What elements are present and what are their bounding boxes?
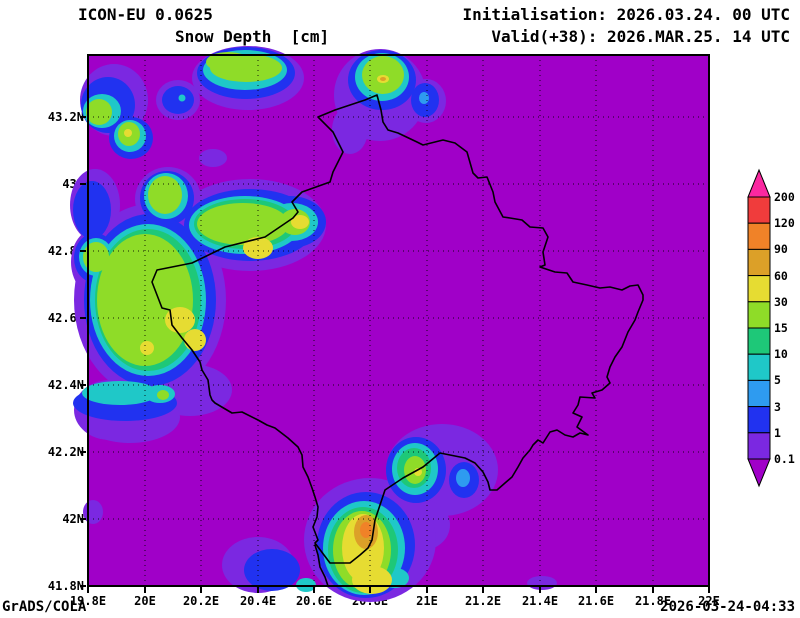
colorbar-segment bbox=[747, 432, 771, 460]
x-tick-label: 22E bbox=[698, 594, 720, 608]
plot-frame bbox=[87, 54, 710, 587]
colorbar-segment bbox=[747, 327, 771, 355]
x-tick-label: 20E bbox=[134, 594, 156, 608]
colorbar-label: 15 bbox=[774, 321, 788, 335]
x-tick-label: 20.6E bbox=[295, 594, 333, 608]
x-tick-label: 21.4E bbox=[521, 594, 559, 608]
colorbar-arrow-bottom bbox=[747, 458, 771, 488]
y-tick-label: 41.8N bbox=[47, 579, 84, 593]
colorbar-label: 30 bbox=[774, 295, 788, 309]
colorbar: 200 120 90 60 30 15 10 5 3 1 0.1 bbox=[747, 168, 795, 488]
border-branch bbox=[314, 544, 329, 587]
colorbar-segment bbox=[747, 406, 771, 434]
x-tick-label: 20.4E bbox=[239, 594, 277, 608]
colorbar-label: 90 bbox=[774, 242, 788, 256]
field-level-90 bbox=[360, 522, 372, 538]
colorbar-label: 60 bbox=[774, 269, 788, 283]
grads-credit: GrADS/COLA bbox=[2, 599, 87, 615]
colorbar-segment bbox=[747, 353, 771, 381]
y-tick-label: 42.2N bbox=[47, 445, 84, 459]
colorbar-label: 200 bbox=[774, 190, 795, 204]
generation-timestamp: 2026-03-24-04:33 bbox=[660, 599, 795, 615]
colorbar-segment bbox=[747, 379, 771, 408]
colorbar-label: 1 bbox=[774, 426, 781, 440]
colorbar-label: 0.1 bbox=[774, 452, 795, 466]
x-tick-label: 21.2E bbox=[464, 594, 502, 608]
y-tick-label: 43.2N bbox=[47, 110, 84, 124]
colorbar-segment bbox=[747, 196, 771, 224]
colorbar-segment bbox=[747, 248, 771, 277]
colorbar-segment bbox=[747, 301, 771, 329]
map-canvas bbox=[70, 46, 710, 602]
colorbar-label: 5 bbox=[774, 373, 781, 387]
colorbar-label: 10 bbox=[774, 347, 788, 361]
kosovo-border bbox=[151, 94, 644, 564]
x-tick-label: 21E bbox=[416, 594, 438, 608]
colorbar-label: 3 bbox=[774, 400, 781, 414]
valid-time-label: Valid(+38): 2026.MAR.25. 14 UTC bbox=[491, 27, 790, 46]
graticule bbox=[88, 55, 709, 586]
colorbar-arrow-top bbox=[747, 168, 771, 198]
colorbar-segment bbox=[747, 275, 771, 303]
field-title: Snow Depth [cm] bbox=[175, 27, 330, 46]
colorbar-label: 120 bbox=[774, 216, 795, 230]
axis-ticks bbox=[80, 116, 710, 593]
x-tick-label: 21.8E bbox=[634, 594, 672, 608]
x-tick-label: 19.8E bbox=[69, 594, 107, 608]
model-title: ICON-EU 0.0625 bbox=[78, 5, 213, 24]
y-tick-label: 42N bbox=[62, 512, 84, 526]
x-tick-label: 21.6E bbox=[577, 594, 615, 608]
x-tick-label: 20.2E bbox=[182, 594, 220, 608]
colorbar-segment bbox=[747, 222, 771, 250]
init-time-label: Initialisation: 2026.03.24. 00 UTC bbox=[462, 5, 790, 24]
y-tick-label: 42.4N bbox=[47, 378, 84, 392]
